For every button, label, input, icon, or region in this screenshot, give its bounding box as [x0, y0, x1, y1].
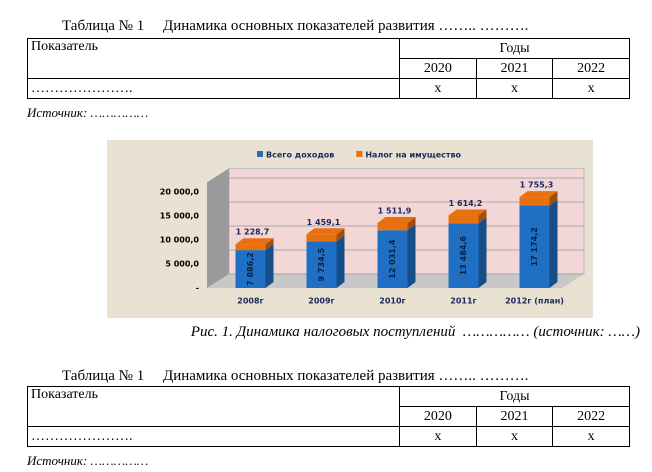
bar-side — [478, 217, 487, 288]
bar-side — [265, 244, 274, 288]
y-tick-label: 10 000,0 — [160, 236, 200, 245]
value-label: 1 755,3 — [520, 181, 554, 190]
table-cell: 2022 — [552, 58, 630, 79]
x-tick-label: 2012г (план) — [505, 297, 564, 306]
value-label: 1 511,9 — [378, 206, 412, 215]
table-cell: x — [552, 78, 630, 99]
value-label: 12 031,4 — [388, 239, 397, 279]
y-tick-label: 5 000,0 — [165, 260, 199, 269]
bar-segment — [235, 250, 266, 288]
bar-top — [377, 216, 416, 223]
bar-top — [235, 238, 274, 245]
table: Показатель Годы 2020 2021 2022…………………. x x x — [27, 38, 630, 99]
bar-side — [407, 224, 416, 288]
table-cell: 2021 — [475, 406, 554, 427]
table-caption: Таблица № 1 Динамика основных показателе… — [62, 368, 529, 384]
legend-label: Всего доходов — [266, 151, 334, 160]
x-tick-label: 2009г — [308, 297, 334, 306]
chart: - 5 000,0 10 000,0 15 000,0 20 000,0 Всего до… — [107, 140, 593, 318]
value-label: 1 614,2 — [449, 199, 483, 208]
bar-segment — [448, 215, 479, 224]
value-label: 9 734,5 — [317, 247, 326, 281]
bar-segment — [306, 234, 337, 242]
table-cell: 2021 — [475, 58, 554, 79]
table-source: Источник: …………… — [27, 453, 149, 468]
legend-swatch — [356, 151, 363, 157]
value-label: 17 174,2 — [530, 227, 539, 266]
value-label: 1 228,7 — [236, 228, 270, 237]
x-tick-label: 2010г — [379, 297, 405, 306]
table-source: Источник: …………… — [27, 105, 149, 120]
bar-side — [265, 238, 274, 251]
legend-label: Налог на имущество — [365, 151, 461, 160]
table-cell: …………………. — [27, 426, 400, 447]
table-cell: x — [552, 426, 630, 447]
x-tick-label: 2011г — [450, 297, 476, 306]
bar-side — [336, 228, 345, 242]
side-wall — [207, 168, 229, 288]
value-label: 1 459,1 — [307, 218, 341, 227]
table: Показатель Годы 2020 2021 2022…………………. x x x — [27, 386, 630, 447]
y-tick-label: - — [196, 284, 199, 293]
bar-segment — [448, 223, 479, 288]
bar-segment — [519, 197, 550, 206]
value-label: 7 886,2 — [246, 252, 255, 286]
bar-side — [336, 235, 345, 288]
bar-side — [407, 216, 416, 231]
table-cell: x — [475, 426, 554, 447]
bar-segment — [519, 205, 550, 288]
table-caption: Таблица № 1 Динамика основных показателе… — [62, 18, 529, 34]
table-cell: Показатель — [27, 38, 400, 79]
table-row: Показатель Годы — [27, 386, 630, 427]
table-cell: 2022 — [552, 406, 630, 427]
y-tick-label: 15 000,0 — [160, 212, 200, 221]
table-row: …………………. x x x — [27, 78, 630, 99]
table-cell: Годы — [399, 386, 630, 407]
table-row: …………………. x x x — [27, 426, 630, 447]
bar-top — [306, 228, 345, 235]
bar-segment — [235, 244, 266, 251]
table-cell: x — [475, 78, 554, 99]
bar-side — [549, 191, 558, 206]
x-tick-label: 2008г — [237, 297, 263, 306]
bar-side — [478, 209, 487, 224]
bar-segment — [377, 230, 408, 288]
bar-segment — [377, 222, 408, 231]
table-cell: 2020 — [399, 58, 477, 79]
table-cell: Годы — [399, 38, 630, 59]
legend-swatch — [257, 151, 263, 157]
value-label: 13 484,6 — [459, 236, 468, 276]
y-tick-label: 20 000,0 — [160, 188, 200, 197]
bar-side — [549, 199, 558, 288]
table-cell: x — [399, 426, 477, 447]
table-cell: x — [399, 78, 477, 99]
table-cell: Показатель — [27, 386, 400, 427]
table-cell: …………………. — [27, 78, 400, 99]
bar-top — [519, 191, 558, 198]
bar-segment — [306, 241, 337, 288]
table-cell: 2020 — [399, 406, 477, 427]
table-row: Показатель Годы — [27, 38, 630, 79]
bar-top — [448, 209, 487, 216]
figure-caption: Рис. 1. Динамика налоговых поступлений …… — [190, 324, 640, 340]
